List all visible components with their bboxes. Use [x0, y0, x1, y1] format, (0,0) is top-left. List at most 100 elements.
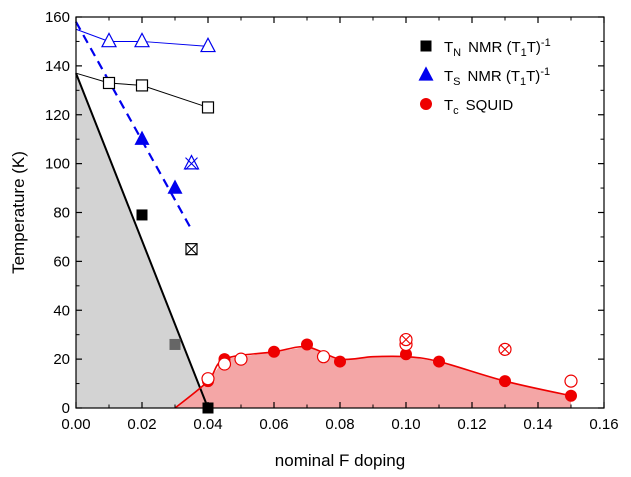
marker-shape	[102, 76, 116, 90]
x-tick-label-4: 0.08	[325, 416, 354, 433]
marker-cross	[500, 344, 510, 355]
marker-shape	[564, 374, 578, 388]
point-ts_open-0	[101, 32, 117, 48]
line-tn_open_line	[75, 72, 209, 108]
marker-shape	[134, 32, 150, 48]
marker-shape	[420, 98, 432, 110]
marker-shape	[217, 357, 232, 371]
point-ts_open-1	[134, 32, 150, 48]
point-tc_squid-4	[334, 355, 346, 368]
legend-label-2: Tc SQUID	[444, 97, 513, 117]
data-points	[101, 32, 578, 414]
point-tc_squid-5	[400, 348, 412, 361]
y-tick-label-2: 40	[53, 302, 70, 319]
axis-ticks: 0.00 0.02 0.04 0.06 0.08 0.10 0.12 0.14 0.16 0 20 4…	[45, 9, 619, 433]
point-tn_open-2	[201, 101, 215, 114]
x-tick-label-5: 0.10	[391, 416, 420, 433]
y-axis-title: Temperature (K)	[9, 151, 28, 274]
line-ts_open_line	[75, 28, 209, 47]
legend-superscript: -1	[540, 66, 550, 78]
marker-shape	[433, 355, 445, 368]
legend-marker-2	[420, 98, 432, 110]
legend-text: SQUID	[466, 97, 514, 114]
marker-shape	[301, 338, 313, 351]
marker-shape	[565, 389, 577, 402]
y-tick-label-1: 20	[53, 351, 70, 368]
marker-shape	[316, 350, 331, 364]
marker-cross	[185, 157, 198, 171]
marker-cross	[185, 243, 198, 256]
y-tick-label-7: 140	[45, 58, 70, 75]
legend-tail: T)	[527, 39, 541, 56]
marker-shape	[400, 348, 412, 361]
x-tick-label-0: 0.00	[61, 416, 90, 433]
point-tc_squid-7	[499, 375, 511, 388]
point-tn_nmr-1	[169, 338, 181, 350]
y-tick-label-8: 160	[45, 9, 70, 26]
marker-shape	[418, 66, 434, 81]
marker-shape	[200, 36, 216, 53]
legend-label-0: TN NMR (T1T)-1	[444, 37, 551, 59]
area-sc_region	[175, 346, 571, 408]
legend-subscript-2: 1	[521, 47, 527, 59]
legend-text: NMR (T	[468, 68, 521, 85]
legend-symbol: T	[444, 97, 453, 114]
y-tick-label-5: 100	[45, 156, 70, 173]
marker-shape	[169, 338, 181, 350]
x-tick-label-6: 0.12	[457, 416, 486, 433]
marker-shape	[101, 32, 117, 48]
marker-shape	[499, 375, 511, 388]
point-tc_crossed-0	[399, 332, 413, 347]
point-tc_open-1	[217, 357, 232, 371]
legend-marker-0	[420, 40, 432, 52]
point-tc_open-3	[316, 350, 331, 364]
legend-tail: T)	[526, 68, 540, 85]
marker-cross	[401, 334, 411, 345]
marker-shape	[134, 130, 150, 145]
marker-shape	[201, 372, 215, 386]
legend-symbol: T	[444, 39, 453, 56]
legend-label-1: TS NMR (T1T)-1	[444, 66, 550, 88]
point-tc_open-2	[234, 352, 248, 366]
point-ts_nmr-1	[167, 179, 183, 194]
marker-shape	[183, 154, 200, 170]
x-tick-label-8: 0.16	[589, 416, 618, 433]
y-tick-label-3: 60	[53, 253, 70, 270]
point-ts_nmr-0	[134, 130, 150, 145]
legend-subscript: N	[453, 47, 461, 59]
legend-superscript: -1	[541, 37, 551, 49]
x-tick-label-2: 0.04	[193, 416, 222, 433]
legend-text: NMR (T	[468, 39, 521, 56]
point-tn_crossed-0	[185, 243, 198, 256]
x-tick-label-7: 0.14	[523, 416, 552, 433]
point-tc_open-5	[564, 374, 578, 388]
legend-marker-1	[418, 66, 434, 81]
point-ts_open-2	[200, 36, 216, 53]
point-tc_squid-3	[301, 338, 313, 351]
x-axis-title: nominal F doping	[275, 451, 405, 470]
marker-shape	[334, 355, 346, 368]
y-tick-label-6: 120	[45, 107, 70, 124]
legend-symbol: T	[444, 68, 453, 85]
point-tc_open-0	[201, 372, 215, 386]
point-tc_squid-2	[268, 345, 280, 358]
marker-shape	[135, 79, 149, 92]
legend: TN NMR (T1T)-1TS NMR (T1T)-1Tc SQUID	[418, 37, 551, 117]
legend-subscript: S	[453, 76, 460, 88]
marker-shape	[420, 40, 432, 52]
point-ts_crossed-0	[183, 154, 200, 171]
x-tick-label-3: 0.06	[259, 416, 288, 433]
marker-shape	[201, 101, 215, 114]
y-tick-label-4: 80	[53, 205, 70, 222]
point-tc_squid-6	[433, 355, 445, 368]
legend-subscript-2: 1	[520, 76, 526, 88]
line-tn_line	[75, 72, 209, 409]
point-tc_crossed-1	[498, 342, 512, 356]
marker-shape	[136, 209, 148, 221]
x-tick-label-1: 0.02	[127, 416, 156, 433]
line-ts_line	[75, 21, 193, 231]
point-tc_squid-8	[565, 389, 577, 402]
marker-shape	[234, 352, 248, 366]
point-tn_nmr-0	[136, 209, 148, 221]
